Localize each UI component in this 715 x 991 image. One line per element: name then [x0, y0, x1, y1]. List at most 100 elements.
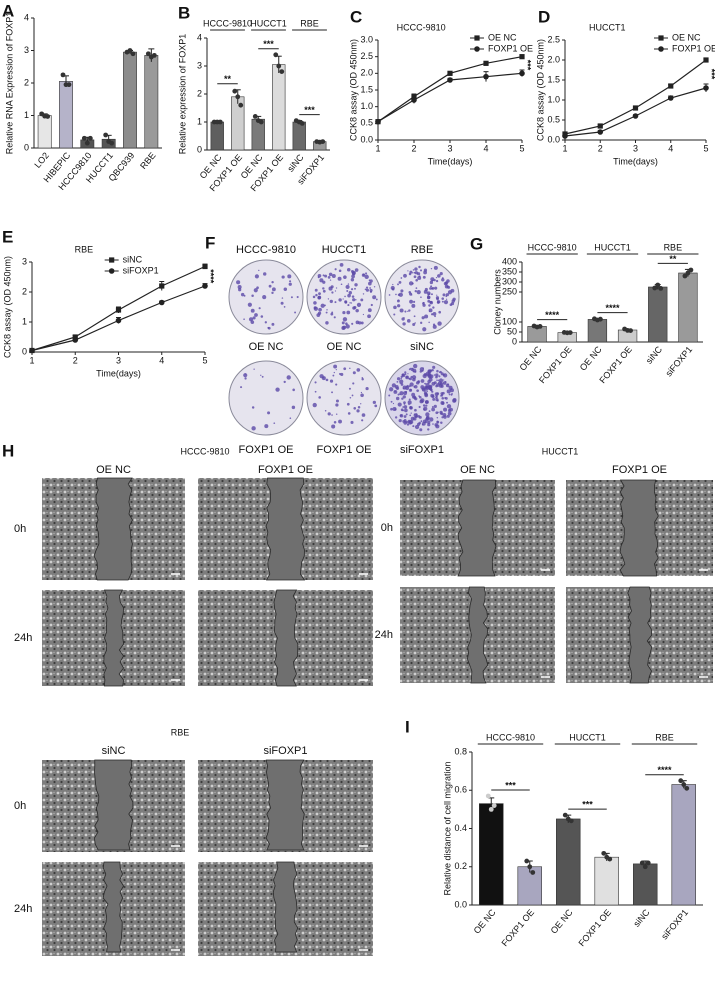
colony: [333, 421, 337, 424]
colony: [424, 385, 428, 390]
colony: [395, 293, 397, 296]
y-tick-label: 2: [22, 286, 27, 296]
colony: [261, 375, 264, 378]
colony: [398, 292, 403, 297]
condition-label: FOXP1 OE: [238, 444, 293, 456]
data-point: [567, 330, 573, 335]
bar: [678, 272, 698, 343]
colony: [253, 368, 255, 370]
colony: [423, 406, 428, 411]
wound-gap: [265, 759, 305, 851]
colony: [360, 321, 364, 325]
data-point: [87, 135, 93, 141]
colony: [433, 404, 437, 408]
colony: [424, 287, 428, 292]
colony: [438, 375, 441, 378]
colony: [345, 284, 350, 290]
colony: [395, 396, 400, 401]
colony: [243, 373, 248, 378]
group-label: HCCC-9810: [203, 18, 252, 28]
significance-label: ***: [523, 60, 533, 71]
colony: [403, 401, 406, 404]
colony: [329, 379, 334, 383]
colony: [247, 302, 252, 307]
data-point: [45, 114, 51, 119]
colony: [338, 269, 342, 273]
y-tick-label: 3: [24, 45, 29, 55]
colony: [401, 397, 404, 400]
colony: [446, 389, 451, 394]
data-point: [258, 119, 264, 125]
colony: [407, 373, 409, 375]
colony: [236, 280, 241, 285]
colony: [334, 301, 337, 304]
colony: [434, 423, 438, 427]
wound-gap: [93, 477, 133, 581]
legend-label: siNC: [123, 254, 143, 264]
marker: [108, 268, 115, 274]
colony: [289, 280, 292, 283]
group-label: HUCCT1: [594, 242, 631, 252]
colony: [414, 322, 416, 324]
colony: [397, 402, 402, 407]
colony: [283, 380, 286, 384]
x-axis-label: Time(days): [96, 368, 141, 378]
colony: [354, 287, 356, 290]
colony: [413, 315, 416, 318]
colony: [427, 423, 431, 427]
colony: [392, 406, 397, 412]
colony: [426, 390, 428, 393]
colony: [360, 298, 364, 302]
colony: [351, 322, 354, 325]
colony: [271, 291, 274, 294]
colony: [350, 278, 355, 282]
colony: [356, 409, 360, 413]
colony: [397, 304, 401, 308]
colony: [414, 408, 417, 412]
marker: [447, 77, 453, 83]
colony: [401, 373, 406, 378]
colony: [429, 287, 432, 290]
colony: [320, 303, 325, 308]
marker: [158, 299, 165, 306]
colony: [418, 405, 421, 409]
colony: [345, 322, 348, 325]
colony: [446, 401, 449, 404]
colony: [250, 308, 255, 313]
colony: [420, 420, 423, 423]
colony: [426, 295, 431, 300]
colony: [340, 283, 343, 286]
colony: [349, 302, 351, 304]
x-tick-label: RBE: [138, 150, 158, 171]
data-point: [568, 818, 574, 824]
y-tick-label: 2.0: [547, 54, 560, 64]
colony: [416, 272, 421, 276]
colony: [335, 403, 339, 407]
colony: [335, 287, 338, 289]
colony: [267, 326, 270, 329]
colony: [449, 388, 454, 393]
data-point: [530, 870, 536, 875]
colony: [427, 428, 430, 431]
colony: [346, 402, 350, 406]
colony: [340, 372, 344, 377]
y-tick-label: 250: [502, 286, 517, 296]
colony: [422, 275, 426, 279]
colony: [290, 296, 293, 299]
colony: [324, 304, 326, 307]
data-point: [652, 285, 658, 291]
data-point: [527, 864, 533, 870]
colony: [422, 404, 426, 407]
colony: [248, 317, 254, 322]
y-tick-label: 0.5: [547, 114, 560, 124]
marker: [703, 85, 709, 91]
data-point: [109, 140, 115, 146]
colony: [408, 398, 411, 401]
colony: [437, 411, 439, 414]
colony: [408, 281, 414, 286]
y-tick-label: 300: [502, 276, 517, 286]
bar: [272, 64, 286, 151]
colony: [414, 397, 418, 401]
colony: [404, 310, 407, 313]
colony: [258, 269, 260, 272]
